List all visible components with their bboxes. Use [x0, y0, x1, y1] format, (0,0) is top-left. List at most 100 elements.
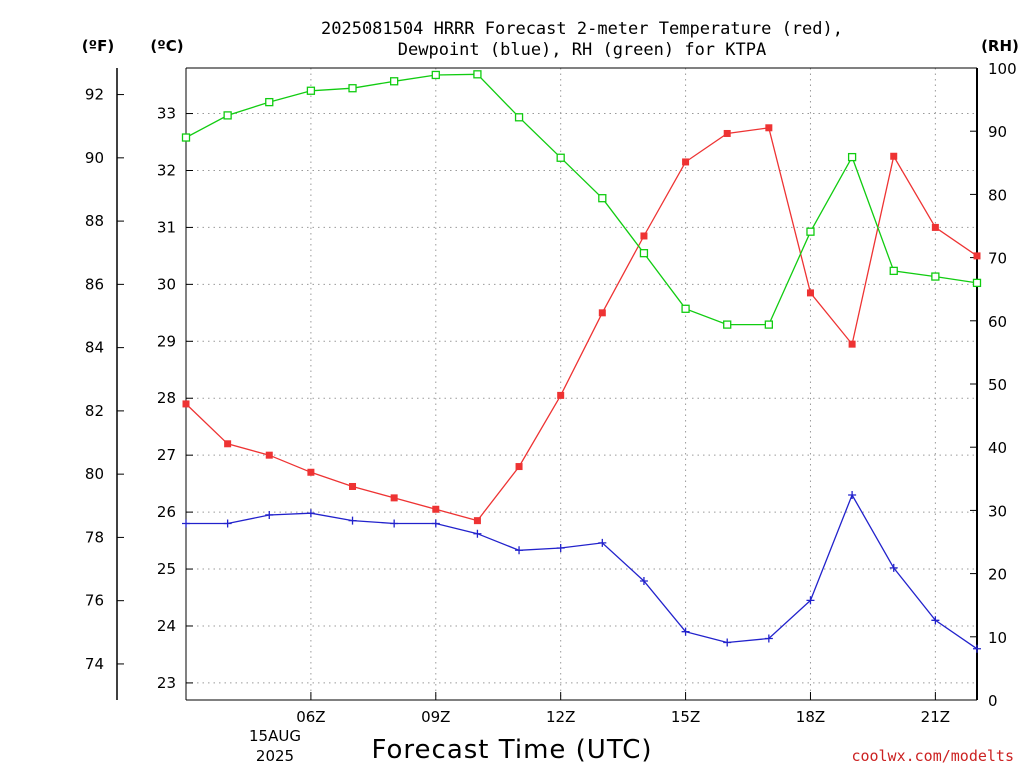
x-axis-title: Forecast Time (UTC): [371, 735, 652, 765]
dewpoint-point: [515, 546, 524, 555]
dewpoint-point: [598, 538, 607, 547]
temperature-point: [973, 252, 981, 260]
credit-text: coolwx.com/modelts: [851, 747, 1014, 765]
x-tick-label: 18Z: [796, 708, 825, 726]
rh-point: [723, 320, 732, 329]
temperature-point: [682, 158, 690, 166]
fahrenheit-tick-label: 78: [85, 528, 104, 546]
celsius-tick-label: 28: [157, 389, 176, 407]
grid-layer: [186, 68, 977, 700]
dewpoint-point: [764, 634, 773, 643]
celsius-tick-label: 24: [157, 617, 176, 635]
temperature-point: [265, 451, 273, 459]
rh-tick-label: 40: [988, 439, 1007, 457]
rh-point: [306, 86, 316, 95]
dewpoint-point: [889, 563, 898, 572]
temperature-point: [182, 400, 190, 408]
rh-tick-label: 50: [988, 376, 1007, 394]
chart-title-line-1: 2025081504 HRRR Forecast 2-meter Tempera…: [321, 19, 843, 39]
dewpoint-point: [265, 510, 274, 519]
rh-point: [889, 266, 898, 276]
x-tick-label: 21Z: [921, 708, 950, 726]
rh-tick-label: 100: [988, 60, 1017, 78]
x-tick-label: 06Z: [296, 708, 325, 726]
rh-point: [390, 77, 399, 86]
celsius-tick-label: 23: [157, 674, 176, 692]
temperature-point: [515, 463, 523, 471]
series-layer: [181, 70, 982, 653]
rh-tick-label: 90: [988, 123, 1007, 141]
axes-layer: 06Z 09Z 12Z 15Z 18Z 21Z 23 24 25 26 27 28 29 30 31 32 33…: [85, 60, 1017, 726]
dewpoint-point: [723, 638, 732, 647]
temperature-point: [349, 482, 357, 490]
dewpoint-point: [473, 529, 482, 538]
celsius-tick-label: 26: [157, 503, 176, 521]
dewpoint-point: [348, 516, 357, 525]
temperature-point: [765, 124, 773, 132]
temperature-point: [806, 289, 814, 297]
dewpoint-point: [639, 577, 648, 586]
rh-point: [431, 70, 440, 80]
temperature-point: [390, 494, 398, 502]
celsius-tick-label: 29: [157, 332, 176, 350]
rh-point: [931, 272, 940, 281]
dewpoint-point: [390, 519, 399, 528]
rh-tick-label: 30: [988, 502, 1007, 520]
rh-point: [764, 320, 773, 329]
fahrenheit-unit-label: (ºF): [82, 37, 114, 55]
fahrenheit-tick-label: 84: [85, 339, 104, 357]
celsius-tick-label: 31: [157, 218, 176, 236]
fahrenheit-tick-label: 74: [85, 655, 104, 673]
rh-point: [556, 153, 565, 162]
x-tick-label: 15Z: [671, 708, 700, 726]
dewpoint-point: [182, 519, 190, 528]
temperature-point: [640, 232, 648, 240]
temperature-point: [432, 505, 440, 513]
dewpoint-point: [223, 519, 232, 528]
x-tick-label: 12Z: [546, 708, 575, 726]
rh-tick-label: 60: [988, 313, 1007, 331]
rh-tick-label: 70: [988, 250, 1007, 268]
rh-line: [185, 73, 978, 326]
dewpoint-point: [973, 644, 981, 653]
dewpoint-point: [681, 627, 690, 636]
fahrenheit-tick-label: 82: [85, 402, 104, 420]
celsius-tick-label: 27: [157, 446, 176, 464]
rh-point: [639, 249, 649, 258]
rh-point: [181, 133, 191, 142]
rh-point: [473, 70, 482, 79]
rh-unit-label: (RH): [981, 37, 1019, 55]
rh-point: [348, 84, 357, 93]
dewpoint-point: [431, 519, 440, 528]
rh-tick-label: 80: [988, 186, 1007, 204]
temperature-point: [224, 440, 232, 448]
fahrenheit-tick-label: 88: [85, 212, 104, 230]
temperature-point: [848, 340, 856, 348]
fahrenheit-tick-label: 76: [85, 592, 104, 610]
chart-title-line-2: Dewpoint (blue), RH (green) for KTPA: [398, 40, 766, 60]
rh-point: [514, 113, 524, 122]
celsius-tick-label: 30: [157, 275, 176, 293]
fahrenheit-tick-label: 90: [85, 149, 104, 167]
temperature-point: [557, 391, 565, 399]
temperature-point: [598, 309, 606, 317]
dewpoint-point: [556, 543, 565, 552]
dewpoint-point: [806, 596, 815, 605]
temperature-point: [473, 517, 481, 525]
rh-point: [806, 227, 815, 236]
celsius-tick-label: 32: [157, 161, 176, 179]
dewpoint-point: [931, 616, 940, 625]
temperature-point: [307, 468, 315, 476]
dewpoint-line: [186, 493, 978, 650]
date-label-day: 15AUG: [249, 727, 301, 745]
rh-tick-label: 20: [988, 566, 1007, 584]
temperature-point: [890, 152, 898, 160]
temperature-point: [931, 223, 939, 231]
fahrenheit-tick-label: 92: [85, 86, 104, 104]
rh-point: [847, 152, 857, 162]
rh-point: [598, 194, 607, 203]
celsius-tick-label: 25: [157, 560, 176, 578]
temperature-line: [185, 127, 978, 522]
x-tick-label: 09Z: [421, 708, 450, 726]
